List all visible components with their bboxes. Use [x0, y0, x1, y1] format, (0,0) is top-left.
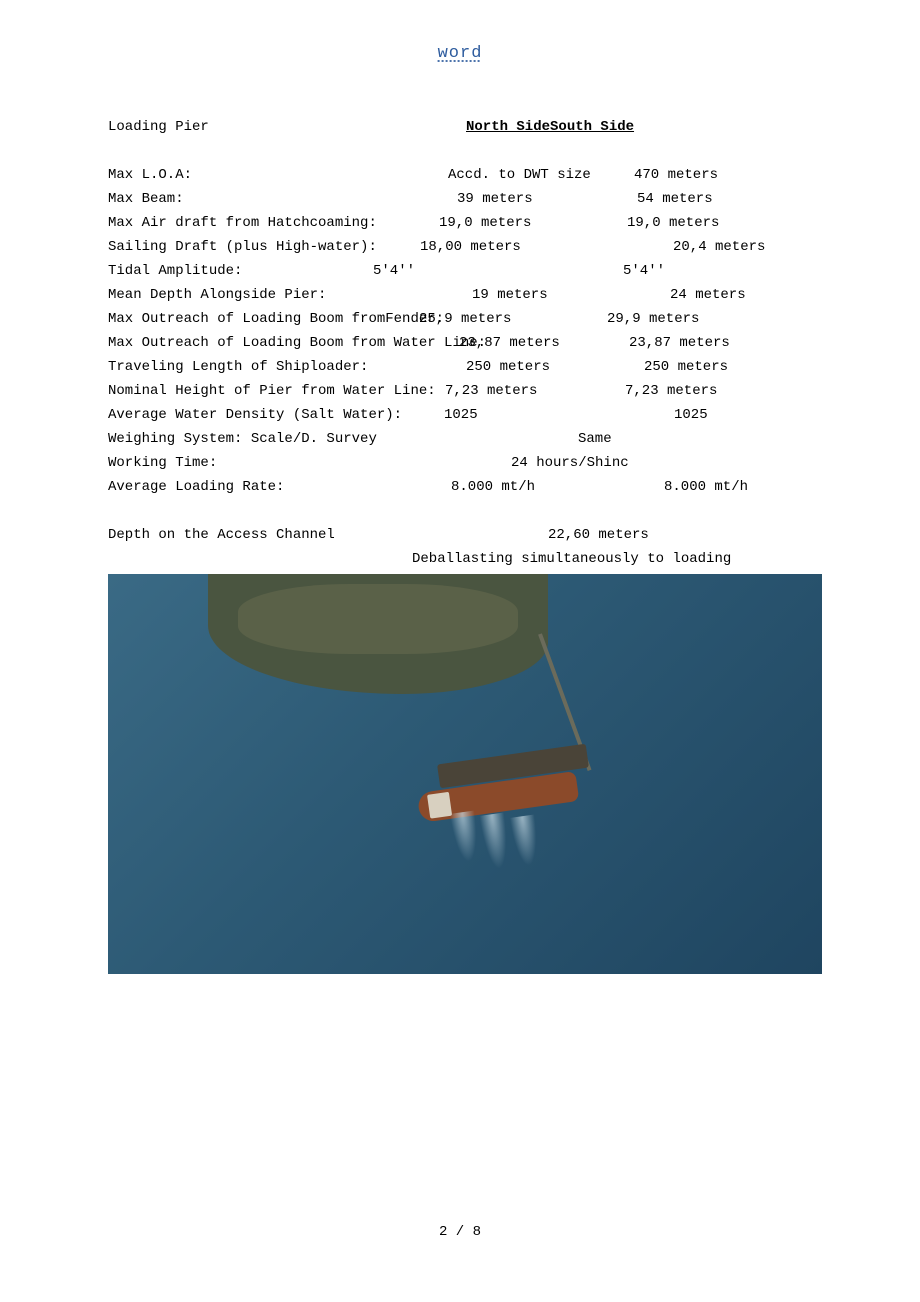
document-content: Loading Pier North Side South Side Max L… — [108, 115, 828, 571]
depth-row: Depth on the Access Channel 22,60 meters — [108, 523, 828, 547]
row-label: Max Beam: — [108, 187, 457, 211]
row-south-value: 1025 — [674, 403, 708, 427]
row-label: Weighing System: Scale/D. Survey — [108, 427, 578, 451]
row-label: Max Outreach of Loading Boom from Water … — [108, 331, 459, 355]
row-north-value: 18,00 meters — [420, 235, 673, 259]
header-south: South Side — [550, 115, 634, 139]
depth-label: Depth on the Access Channel — [108, 523, 548, 547]
row-north-value: 250 meters — [466, 355, 644, 379]
table-row: Max Air draft from Hatchcoaming:19,0 met… — [108, 211, 828, 235]
row-north-value: 19,0 meters — [439, 211, 627, 235]
row-label: Sailing Draft (plus High-water): — [108, 235, 420, 259]
row-north-value: 25,9 meters — [419, 307, 607, 331]
row-label: Average Water Density (Salt Water): — [108, 403, 444, 427]
table-header-row: Loading Pier North Side South Side — [108, 115, 828, 139]
row-label: Tidal Amplitude: — [108, 259, 373, 283]
satellite-image — [108, 574, 822, 974]
header-north: North Side — [466, 115, 550, 139]
table-row: Weighing System: Scale/D. SurveySame — [108, 427, 828, 451]
row-south-value: 250 meters — [644, 355, 728, 379]
row-north-value: 8.000 mt/h — [451, 475, 664, 499]
row-south-value: 19,0 meters — [627, 211, 719, 235]
row-label: Traveling Length of Shiploader: — [108, 355, 466, 379]
row-north-value: 23,87 meters — [459, 331, 629, 355]
row-label: Nominal Height of Pier from Water Line: — [108, 379, 445, 403]
word-link[interactable]: word — [438, 44, 483, 63]
table-row: Max Outreach of Loading Boom from Water … — [108, 331, 828, 355]
table-row: Max Outreach of Loading Boom fromFender:… — [108, 307, 828, 331]
deballast-row: Deballasting simultaneously to loading — [108, 547, 828, 571]
row-south-value: 8.000 mt/h — [664, 475, 748, 499]
header-label: Loading Pier — [108, 115, 466, 139]
deballast-text: Deballasting simultaneously to loading — [412, 547, 731, 571]
row-south-value: Same — [578, 427, 612, 451]
row-south-value: 5'4'' — [623, 259, 665, 283]
table-row: Max Beam:39 meters54 meters — [108, 187, 828, 211]
row-north-value: Accd. to DWT size — [448, 163, 634, 187]
row-south-value: 24 meters — [670, 283, 746, 307]
table-row: Working Time:24 hours/Shinc — [108, 451, 828, 475]
row-label: Max Air draft from Hatchcoaming: — [108, 211, 439, 235]
row-north-value: 39 meters — [457, 187, 637, 211]
row-label: Average Loading Rate: — [108, 475, 451, 499]
table-row: Nominal Height of Pier from Water Line:7… — [108, 379, 828, 403]
row-south-value: 29,9 meters — [607, 307, 699, 331]
table-row: Max L.O.A:Accd. to DWT size470 meters — [108, 163, 828, 187]
row-north-value: 5'4'' — [373, 259, 623, 283]
row-north-value: 7,23 meters — [445, 379, 625, 403]
row-south-value: 470 meters — [634, 163, 718, 187]
row-south-value: 24 hours/Shinc — [511, 451, 629, 475]
table-row: Average Water Density (Salt Water):10251… — [108, 403, 828, 427]
row-south-value: 23,87 meters — [629, 331, 730, 355]
table-row: Tidal Amplitude:5'4''5'4'' — [108, 259, 828, 283]
row-label: Max L.O.A: — [108, 163, 448, 187]
row-south-value: 54 meters — [637, 187, 713, 211]
row-label: Mean Depth Alongside Pier: — [108, 283, 472, 307]
row-north-value: 19 meters — [472, 283, 670, 307]
row-south-value: 7,23 meters — [625, 379, 717, 403]
table-row: Mean Depth Alongside Pier:19 meters24 me… — [108, 283, 828, 307]
row-label: Working Time: — [108, 451, 511, 475]
page-number: 2 / 8 — [439, 1224, 481, 1240]
depth-value: 22,60 meters — [548, 523, 649, 547]
table-row: Average Loading Rate:8.000 mt/h8.000 mt/… — [108, 475, 828, 499]
row-south-value: 20,4 meters — [673, 235, 765, 259]
row-north-value: 1025 — [444, 403, 674, 427]
table-row: Sailing Draft (plus High-water):18,00 me… — [108, 235, 828, 259]
table-row: Traveling Length of Shiploader:250 meter… — [108, 355, 828, 379]
row-label: Max Outreach of Loading Boom fromFender: — [108, 307, 419, 331]
